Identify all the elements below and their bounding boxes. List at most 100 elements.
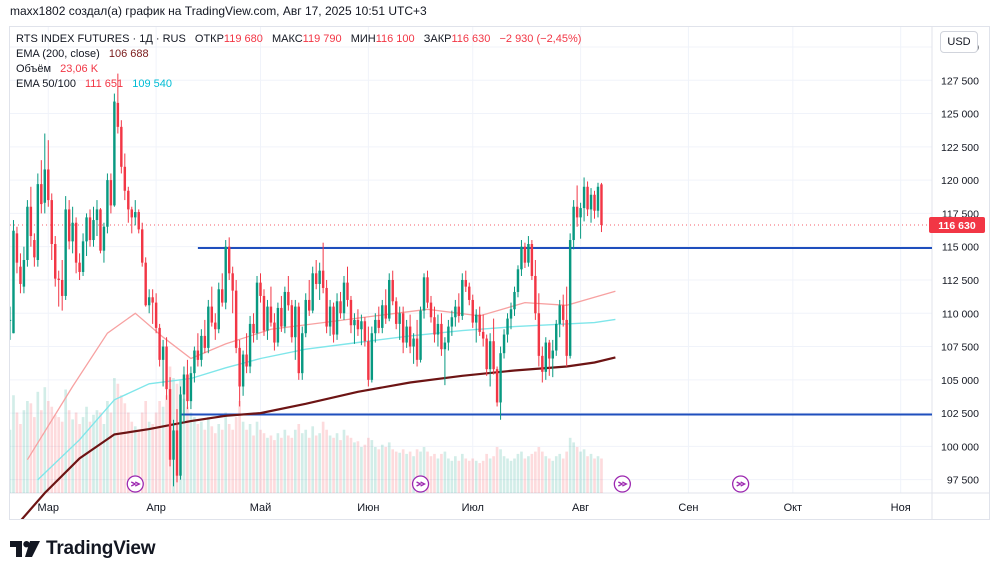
candle-body bbox=[207, 306, 210, 348]
candle-body bbox=[429, 302, 433, 318]
legend-ema50100-row[interactable]: EMA 50/100 111 651 109 540 bbox=[16, 77, 581, 92]
candle-body bbox=[12, 230, 15, 334]
volume-bar bbox=[95, 410, 99, 493]
volume-bar bbox=[478, 463, 482, 493]
volume-bar bbox=[572, 442, 575, 493]
candle-body bbox=[165, 346, 168, 390]
candle-body bbox=[450, 317, 454, 327]
candle-body bbox=[106, 180, 109, 227]
candle-body bbox=[301, 333, 304, 374]
close-value: 116 630 bbox=[451, 33, 491, 45]
event-marker-icon[interactable] bbox=[731, 475, 750, 493]
event-marker-icon[interactable] bbox=[613, 475, 631, 493]
volume-bar bbox=[71, 419, 74, 493]
volume-bar bbox=[154, 412, 158, 493]
candle-body bbox=[40, 184, 43, 205]
volume-bar bbox=[492, 456, 495, 493]
candle-body bbox=[304, 299, 307, 334]
volume-bar bbox=[186, 406, 189, 493]
time-tick-label: Июл bbox=[462, 502, 484, 514]
candle-body bbox=[363, 321, 367, 342]
volume-bar bbox=[335, 433, 339, 493]
volume-bar bbox=[151, 424, 154, 493]
event-markers[interactable] bbox=[126, 475, 750, 493]
time-tick-label: Мар bbox=[38, 502, 60, 514]
candle-body bbox=[193, 350, 196, 374]
symbol-label[interactable]: RTS INDEX FUTURES · 1Д · RUS bbox=[16, 33, 186, 45]
chart-frame[interactable]: 97 500 100 000 102 500 105 000 107 500 110 00… bbox=[8, 26, 990, 534]
time-axis[interactable]: Мар Апр Май Июн Июл Авг Сен Окт Ноя bbox=[38, 502, 911, 514]
candle-body bbox=[221, 289, 224, 303]
volume-bar bbox=[304, 429, 308, 493]
volume-bar bbox=[206, 417, 210, 493]
volume-bar bbox=[311, 426, 315, 493]
volume-bar bbox=[22, 410, 26, 493]
volume-bar bbox=[586, 456, 589, 493]
candle-body bbox=[433, 317, 436, 335]
volume-bar bbox=[537, 447, 541, 493]
event-marker-glyph bbox=[416, 481, 427, 487]
legend-volume-row[interactable]: Объём 23,06 K bbox=[16, 62, 581, 77]
legend-ema200-row[interactable]: EMA (200, close) 106 688 bbox=[16, 47, 581, 62]
volume-bar bbox=[367, 437, 370, 493]
currency-button[interactable]: USD bbox=[940, 31, 978, 53]
volume-bar bbox=[325, 429, 328, 493]
candle-body bbox=[231, 273, 234, 291]
candle-body bbox=[471, 299, 474, 323]
candle-body bbox=[22, 260, 26, 287]
volume-bar bbox=[283, 429, 287, 493]
event-marker-icon[interactable] bbox=[411, 475, 430, 493]
time-tick-label: Июн bbox=[357, 502, 379, 514]
volume-bar bbox=[415, 449, 419, 493]
volume-bar bbox=[318, 433, 321, 493]
volume-bar bbox=[408, 451, 412, 493]
candle-body bbox=[447, 326, 450, 343]
volume-bar bbox=[88, 421, 92, 493]
volume-bar bbox=[391, 449, 395, 493]
volume-bar bbox=[481, 460, 485, 493]
tradingview-brand[interactable]: TradingView bbox=[10, 538, 156, 560]
candle-body bbox=[377, 319, 381, 328]
volume-bar bbox=[43, 387, 47, 493]
candle-body bbox=[248, 323, 252, 367]
volume-bar bbox=[158, 401, 161, 493]
candle-body bbox=[492, 341, 495, 370]
price-axis[interactable]: 97 500 100 000 102 500 105 000 107 500 110 00… bbox=[941, 42, 979, 487]
volume-bar bbox=[238, 401, 241, 493]
volume-bar bbox=[405, 453, 408, 493]
candle-body bbox=[311, 273, 314, 311]
volume-bar bbox=[220, 429, 224, 493]
volume-bar bbox=[565, 451, 569, 493]
candle-body bbox=[596, 186, 600, 211]
price-tick-label: 100 000 bbox=[941, 441, 979, 453]
candle-body bbox=[283, 291, 287, 327]
volume-bar bbox=[370, 440, 374, 493]
candle-body bbox=[120, 126, 123, 167]
volume-bar bbox=[547, 458, 551, 493]
candle-body bbox=[294, 306, 297, 338]
support-resistance-lines bbox=[10, 224, 932, 416]
candle-body bbox=[405, 326, 408, 343]
candle-body bbox=[26, 206, 29, 260]
candle-body bbox=[582, 186, 586, 209]
candle-body bbox=[422, 277, 426, 311]
candle-body bbox=[36, 184, 40, 260]
candle-body bbox=[314, 273, 318, 284]
volume-bar bbox=[8, 429, 12, 493]
volume-bar bbox=[182, 398, 186, 493]
candle-body bbox=[57, 278, 60, 280]
volume-bar bbox=[213, 433, 217, 493]
volume-bar bbox=[189, 412, 193, 493]
candle-body bbox=[67, 209, 71, 242]
candle-body bbox=[95, 209, 99, 221]
candle-body bbox=[561, 305, 565, 320]
legend-ohlc-row: RTS INDEX FUTURES · 1Д · RUS ОТКР119 680… bbox=[16, 32, 581, 47]
volume-bar bbox=[433, 453, 436, 493]
candle-body bbox=[457, 306, 461, 316]
price-chart[interactable]: 97 500 100 000 102 500 105 000 107 500 110 00… bbox=[8, 27, 989, 534]
candle-body bbox=[280, 307, 283, 327]
volume-bar bbox=[513, 458, 516, 493]
candle-body bbox=[113, 101, 116, 206]
brand-name: TradingView bbox=[46, 538, 156, 559]
event-marker-icon[interactable] bbox=[126, 475, 144, 493]
